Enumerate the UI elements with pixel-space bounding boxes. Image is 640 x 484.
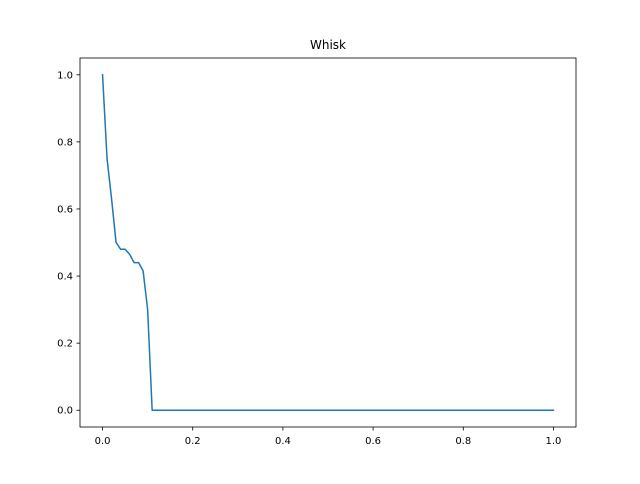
x-tick-label-0: 0.0 (95, 436, 111, 447)
x-tick-label-1: 0.2 (185, 436, 201, 447)
chart-title: Whisk (310, 38, 346, 52)
x-tick-label-2: 0.4 (275, 436, 291, 447)
x-tick-label-4: 0.8 (455, 436, 471, 447)
series-line-0 (101, 73, 555, 411)
y-tick-label-4: 0.8 (57, 137, 73, 148)
y-tick-label-1: 0.2 (57, 339, 73, 350)
axes-frame (79, 57, 577, 428)
x-tick-label-3: 0.6 (365, 436, 381, 447)
y-tick-label-0: 0.0 (57, 406, 73, 417)
y-tick-label-2: 0.4 (57, 272, 73, 283)
y-tick-label-3: 0.6 (57, 204, 73, 215)
x-tick-label-5: 1.0 (546, 436, 562, 447)
plot-area: 0.0 0.2 0.4 0.6 0.8 1.0 0.0 0.2 0.4 0.6 0.8 1.0 (57, 57, 577, 447)
y-tick-label-5: 1.0 (57, 70, 73, 81)
